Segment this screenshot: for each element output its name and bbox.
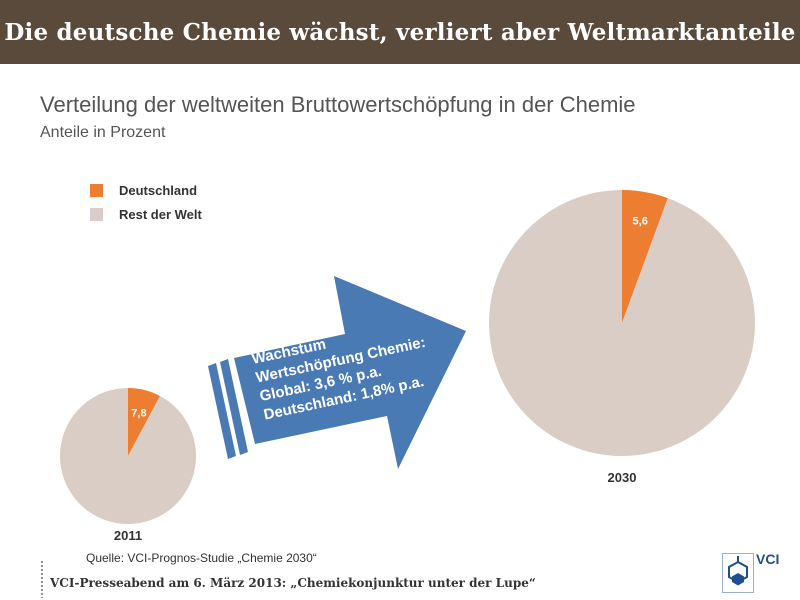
arrow-stripe-1 <box>208 363 236 459</box>
pie-2011-slice-rest <box>60 388 197 525</box>
header-title: Die deutsche Chemie wächst, verliert abe… <box>4 18 796 46</box>
pie-2011-year-label: 2011 <box>114 528 142 543</box>
header-banner: Die deutsche Chemie wächst, verliert abe… <box>0 0 800 64</box>
pie-2030-slice-deutschland <box>622 190 668 323</box>
legend-label-deutschland: Deutschland <box>119 182 198 198</box>
chart-title: Verteilung der weltweiten Bruttowertschö… <box>40 92 636 117</box>
legend: Deutschland Rest der Welt <box>90 178 202 226</box>
legend-swatch-deutschland <box>90 183 103 197</box>
pie-charts: 7,8 2011 5,6 2030 <box>60 190 755 543</box>
chart-subtitle: Anteile in Prozent <box>40 124 166 141</box>
vci-logo-mark <box>722 553 754 593</box>
arrow-body <box>234 276 466 469</box>
vci-logo-text: VCI <box>756 551 780 567</box>
pie-2011-data-label: 7,8 <box>131 407 146 419</box>
legend-item-deutschland: Deutschland <box>90 178 202 202</box>
pie-2030-slice-rest <box>489 190 755 456</box>
pie-2011-slice-deutschland <box>128 388 161 456</box>
growth-arrow: Wachstum Wertschöpfung Chemie: Global: 3… <box>208 276 466 469</box>
vci-logo: VCI <box>722 551 794 597</box>
source-note: Quelle: VCI-Prognos-Studie „Chemie 2030“ <box>86 551 317 565</box>
pie-2030-year-label: 2030 <box>608 470 637 485</box>
legend-swatch-rest <box>90 207 103 221</box>
pie-2030-data-label: 5,6 <box>633 216 648 228</box>
footer-text: VCI-Presseabend am 6. März 2013: „Chemie… <box>50 576 536 590</box>
footer-dotted-rule <box>40 560 44 598</box>
legend-item-rest: Rest der Welt <box>90 202 202 226</box>
arrow-stripe-2 <box>220 359 248 455</box>
legend-label-rest: Rest der Welt <box>119 206 202 222</box>
